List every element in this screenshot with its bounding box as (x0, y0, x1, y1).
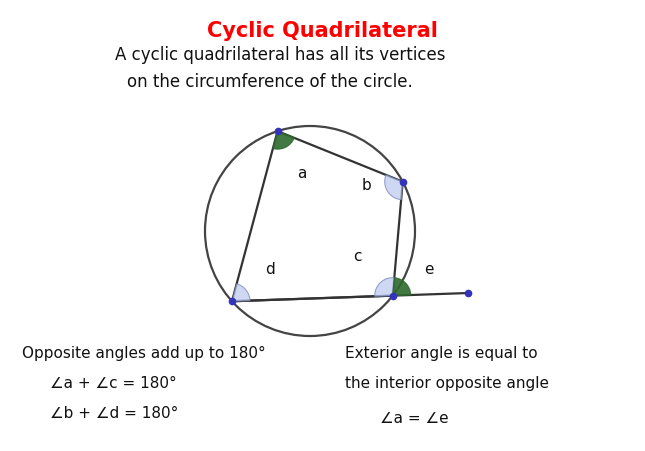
Text: the interior opposite angle: the interior opposite angle (345, 376, 549, 391)
Text: b: b (361, 179, 371, 193)
Wedge shape (232, 284, 250, 301)
Text: c: c (353, 249, 362, 264)
Text: Exterior angle is equal to: Exterior angle is equal to (345, 346, 538, 361)
Text: a: a (297, 166, 306, 181)
Text: A cyclic quadrilateral has all its vertices: A cyclic quadrilateral has all its verti… (115, 46, 445, 64)
Text: ∠a = ∠e: ∠a = ∠e (380, 411, 449, 426)
Text: e: e (424, 262, 433, 277)
Text: Cyclic Quadrilateral: Cyclic Quadrilateral (206, 21, 437, 41)
Wedge shape (384, 175, 402, 200)
Text: ∠a + ∠c = 180°: ∠a + ∠c = 180° (50, 376, 177, 391)
Text: d: d (266, 262, 275, 276)
Wedge shape (393, 278, 411, 296)
Wedge shape (375, 278, 394, 296)
Text: on the circumference of the circle.: on the circumference of the circle. (127, 73, 413, 91)
Wedge shape (273, 131, 294, 149)
Text: Opposite angles add up to 180°: Opposite angles add up to 180° (22, 346, 266, 361)
Text: ∠b + ∠d = 180°: ∠b + ∠d = 180° (50, 406, 179, 421)
